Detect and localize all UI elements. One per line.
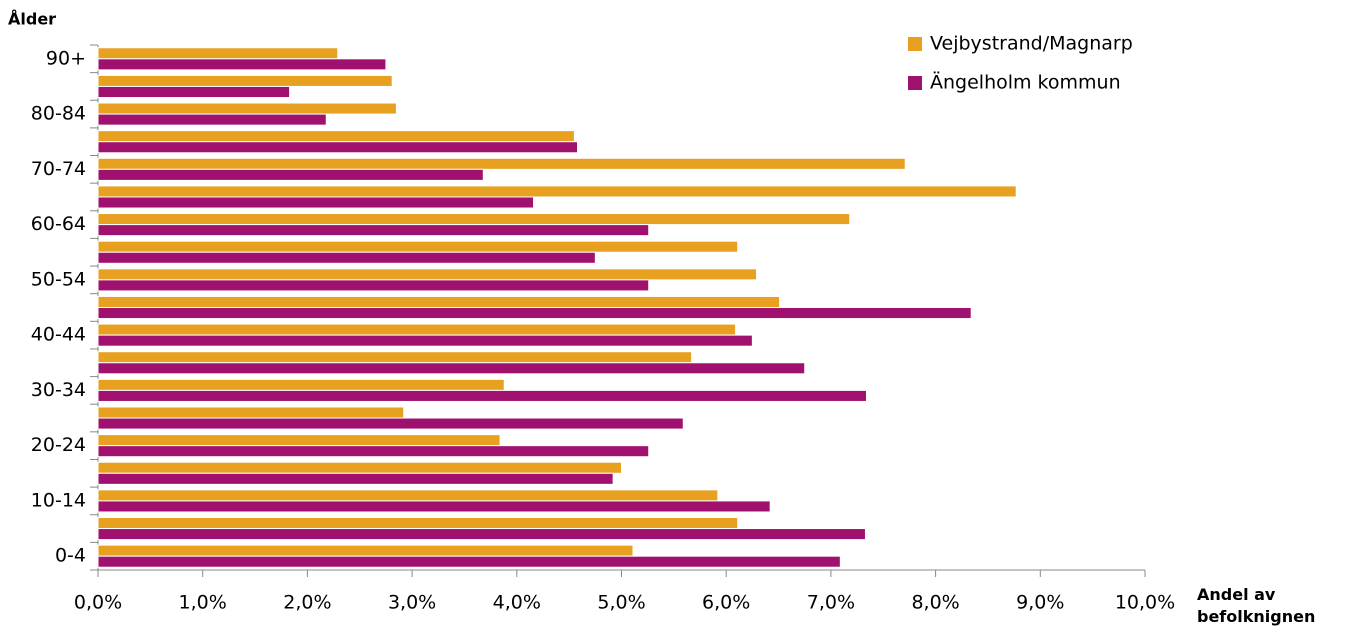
bar: [97, 489, 719, 502]
bar: [97, 196, 535, 209]
bar: [97, 74, 393, 87]
bar: [97, 85, 291, 98]
bar: [97, 434, 501, 447]
bar: [97, 102, 397, 115]
bar: [97, 113, 327, 126]
x-tick-label: 10,0%: [1115, 592, 1175, 614]
x-tick-label: 8,0%: [911, 592, 959, 614]
bar: [97, 295, 781, 308]
bar: [97, 362, 806, 375]
x-tick-label: 0,0%: [74, 592, 122, 614]
legend-label: Ängelholm kommun: [930, 71, 1121, 94]
legend-label: Vejbystrand/Magnarp: [930, 33, 1133, 55]
x-tick-label: 6,0%: [702, 592, 750, 614]
x-tick-label: 3,0%: [388, 592, 436, 614]
y-axis-title: Ålder: [8, 10, 56, 29]
y-tick-label: 40-44: [31, 324, 86, 346]
y-tick-label: 20-24: [31, 434, 86, 456]
x-tick-label: 5,0%: [597, 592, 645, 614]
y-tick-label: 10-14: [31, 489, 86, 511]
bar: [97, 544, 634, 557]
bar: [97, 461, 622, 474]
legend-swatch: [908, 76, 922, 90]
bar: [97, 141, 579, 154]
bar: [97, 224, 650, 237]
bar: [97, 555, 841, 568]
bar: [97, 334, 753, 347]
bar: [97, 240, 739, 253]
bar: [97, 130, 575, 143]
y-tick-label: 70-74: [31, 158, 86, 180]
bar: [97, 213, 851, 226]
y-tick-label: 50-54: [31, 268, 86, 290]
bar: [97, 378, 505, 391]
x-tick-label: 4,0%: [493, 592, 541, 614]
y-tick-label: 60-64: [31, 213, 86, 235]
bar: [97, 445, 650, 458]
bar: [97, 168, 484, 181]
x-tick-label: 9,0%: [1016, 592, 1064, 614]
bar: [97, 58, 387, 71]
x-tick-label: 2,0%: [283, 592, 331, 614]
y-tick-label: 0-4: [55, 545, 86, 567]
x-axis-title: Andel av befolknignen: [1197, 585, 1316, 626]
x-tick-label: 7,0%: [807, 592, 855, 614]
bar: [97, 268, 758, 281]
bar: [97, 323, 737, 336]
y-tick-label: 80-84: [31, 103, 86, 125]
bar: [97, 307, 972, 320]
bar: [97, 47, 339, 60]
y-tick-label: 30-34: [31, 379, 86, 401]
bar: [97, 389, 867, 402]
bar: [97, 251, 596, 264]
bar: [97, 500, 771, 513]
bar: [97, 406, 405, 419]
x-tick-label: 1,0%: [179, 592, 227, 614]
bar: [97, 279, 650, 292]
bar: [97, 472, 614, 485]
bar: [97, 157, 906, 170]
y-tick-label: 90+: [46, 47, 86, 69]
bar: [97, 528, 866, 541]
legend-swatch: [908, 37, 922, 51]
bar: [97, 185, 1017, 198]
bar: [97, 517, 739, 530]
bar: [97, 417, 684, 430]
bar: [97, 351, 693, 364]
